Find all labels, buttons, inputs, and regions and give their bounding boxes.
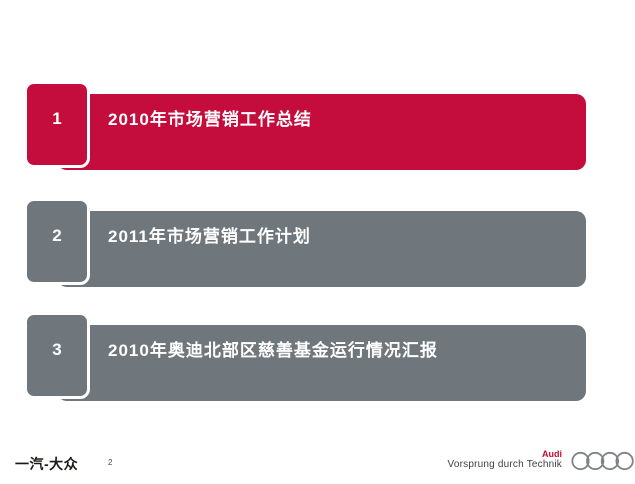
audi-wordmark: Audi: [542, 449, 562, 459]
agenda-label-1: 2010年市场营销工作总结: [108, 110, 312, 129]
agenda-bar-2: 2011年市场营销工作计划: [57, 211, 586, 287]
agenda-item-3: 2010年奥迪北部区慈善基金运行情况汇报 3: [0, 312, 635, 402]
agenda-number-tile-2: 2: [24, 198, 90, 285]
agenda-bar-1: 2010年市场营销工作总结: [57, 94, 586, 170]
agenda-item-1: 2010年市场营销工作总结 1: [0, 81, 635, 171]
agenda-label-3: 2010年奥迪北部区慈善基金运行情况汇报: [108, 341, 438, 360]
agenda-number-2: 2: [52, 225, 62, 245]
agenda-number-3: 3: [52, 339, 62, 359]
audi-brand-block: Audi Vorsprung durch Technik: [448, 449, 562, 470]
faw-vw-logo: 一汽-大众: [15, 456, 79, 472]
agenda-number-tile-1: 1: [24, 81, 90, 168]
agenda-number-tile-3: 3: [24, 312, 90, 399]
agenda-item-2: 2011年市场营销工作计划 2: [0, 198, 635, 288]
agenda-number-1: 1: [52, 108, 62, 128]
agenda-label-2: 2011年市场营销工作计划: [108, 227, 311, 246]
audi-rings-icon: [571, 451, 634, 471]
page-number: 2: [108, 458, 113, 467]
audi-slogan: Vorsprung durch Technik: [447, 459, 562, 470]
agenda-bar-3: 2010年奥迪北部区慈善基金运行情况汇报: [57, 325, 586, 401]
